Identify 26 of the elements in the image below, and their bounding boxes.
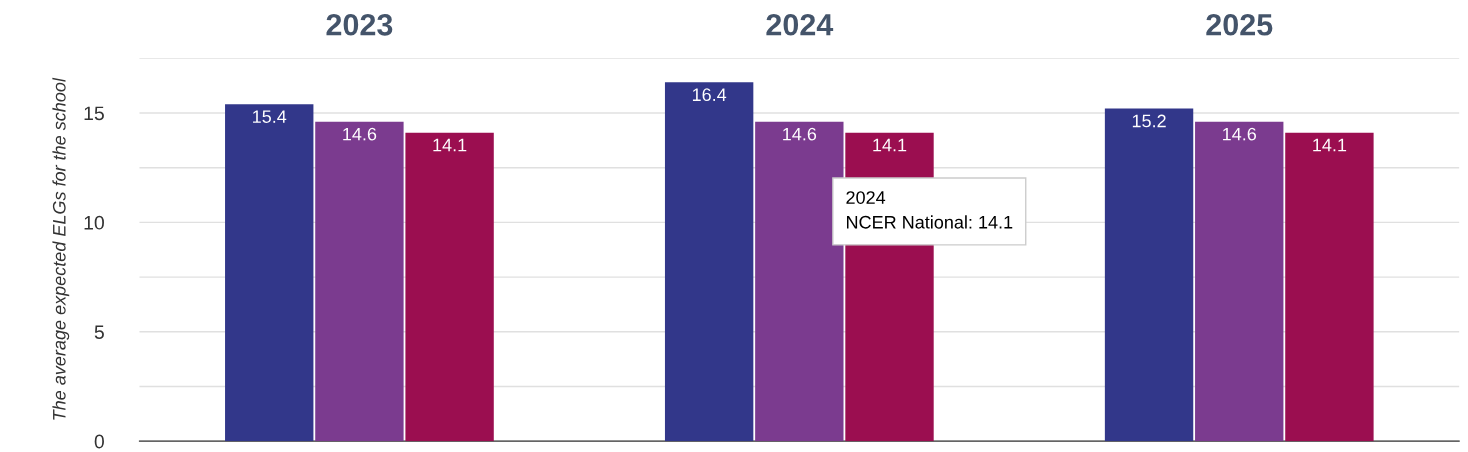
bar <box>225 104 314 442</box>
bar <box>1195 121 1284 442</box>
y-axis-title: The average expected ELGs for the school <box>52 77 70 420</box>
bar <box>315 121 404 442</box>
bar <box>405 132 494 442</box>
data-label: 15.4 <box>253 110 287 123</box>
y-tick-label: 10 <box>84 215 104 230</box>
data-label: 14.6 <box>343 127 377 141</box>
x-tick-label: 2023 <box>326 13 393 36</box>
bar <box>664 82 754 442</box>
data-label: 14.6 <box>783 127 817 141</box>
annotation: 2024 NCER National: 14.1 <box>846 191 1013 229</box>
data-label: 14.1 <box>873 138 907 152</box>
y-tick-label: 0 <box>94 434 104 449</box>
x-tick-label: 2024 <box>766 13 834 36</box>
y-tick-label: 5 <box>94 325 104 339</box>
data-label: 14.1 <box>1313 138 1347 152</box>
x-tick-label: 2025 <box>1206 13 1273 36</box>
data-label: 16.4 <box>692 88 727 102</box>
data-label: 15.2 <box>1132 114 1166 128</box>
bar <box>755 121 844 442</box>
data-label: 14.1 <box>433 138 467 152</box>
bar <box>1104 108 1194 442</box>
y-tick-label: 15 <box>84 106 104 121</box>
bar <box>1285 132 1374 442</box>
data-label: 14.6 <box>1223 127 1257 141</box>
